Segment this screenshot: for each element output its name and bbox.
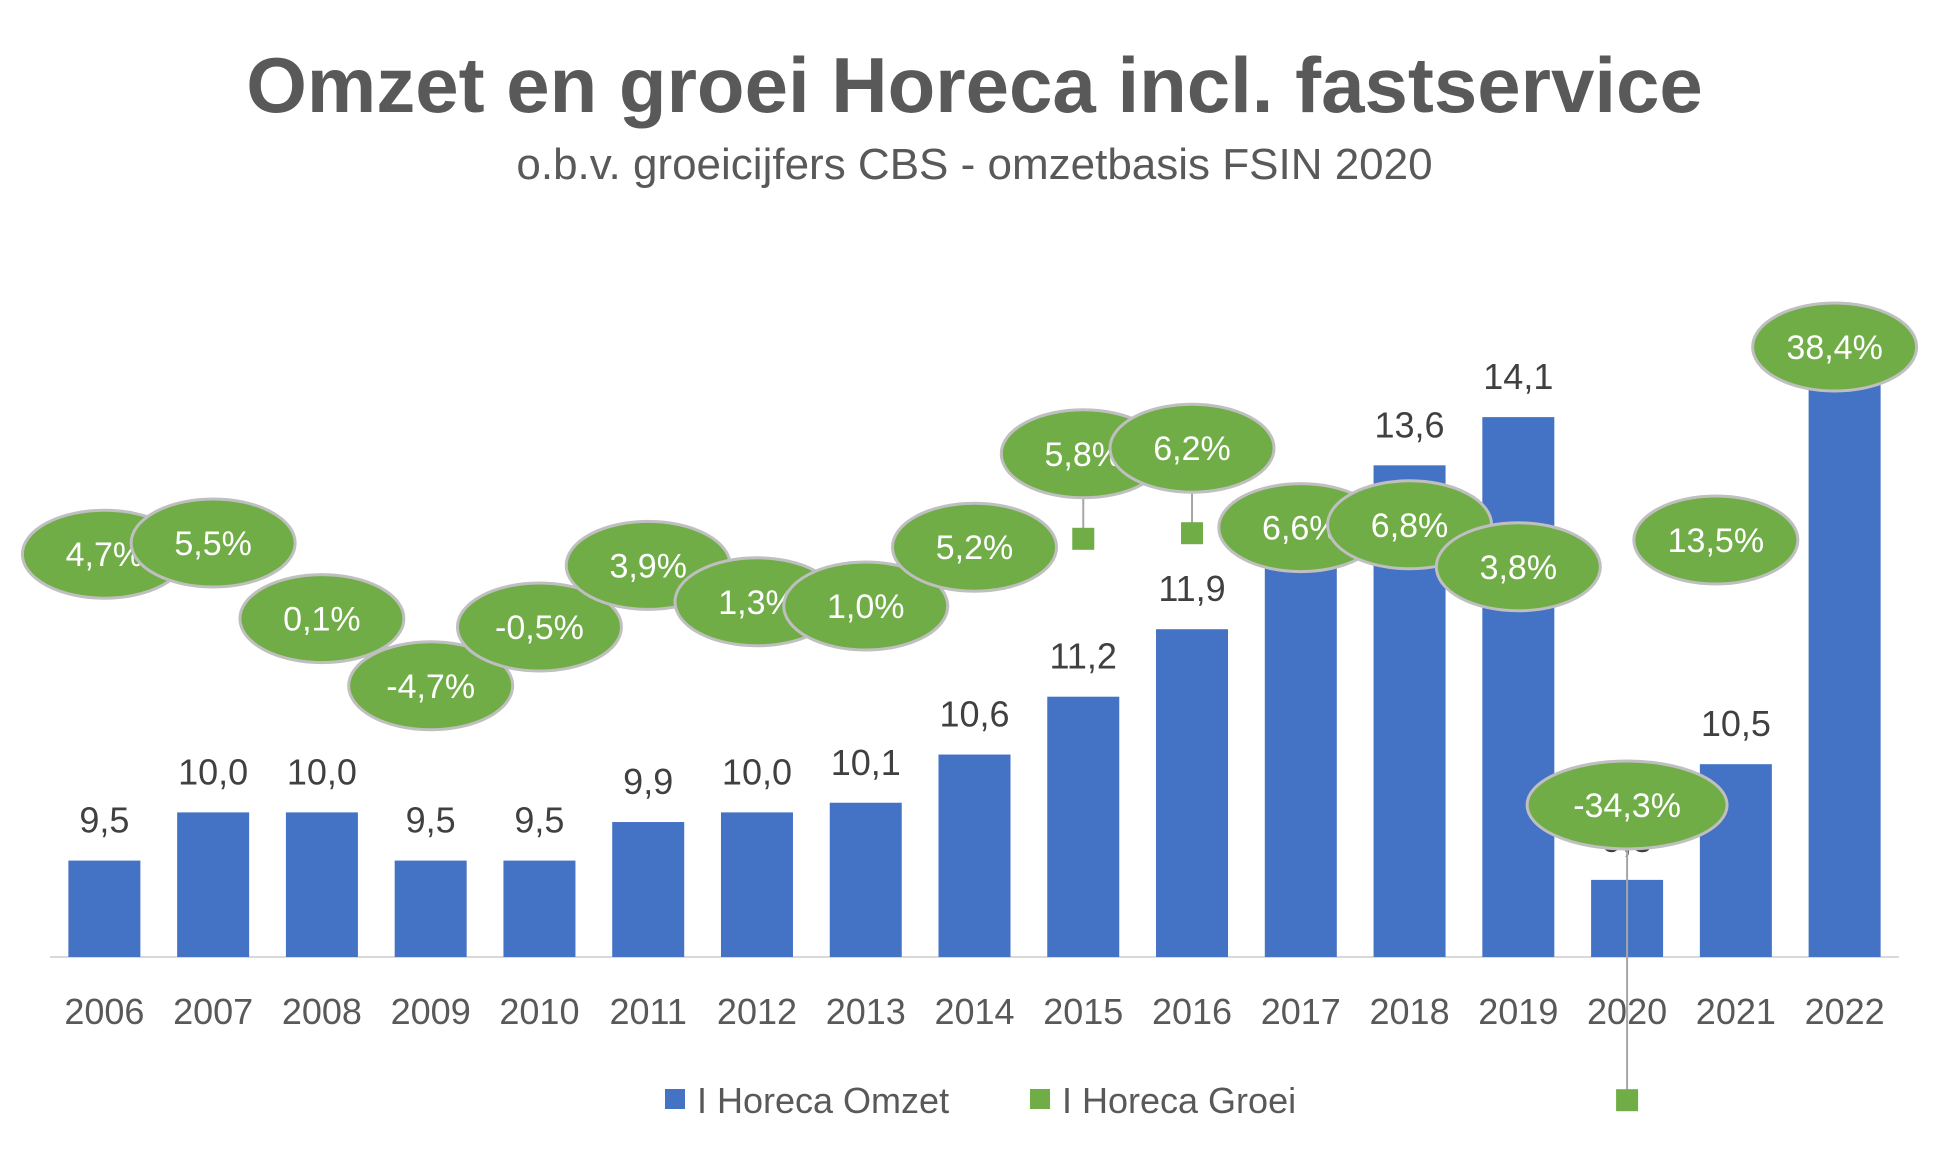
x-tick-2022: 2022: [1805, 991, 1885, 1032]
x-tick-2009: 2009: [391, 991, 471, 1032]
bar-value-label-2014: 10,6: [939, 694, 1009, 735]
bar-2009: [394, 860, 467, 957]
bar-value-label-2012: 10,0: [722, 751, 792, 792]
bar-2015: [1047, 696, 1120, 957]
growth-marker-2020: [1616, 1089, 1639, 1112]
legend-swatch-groei: [1030, 1089, 1050, 1109]
bar-value-label-2021: 10,5: [1701, 703, 1771, 744]
bar-value-label-2007: 10,0: [178, 751, 248, 792]
x-tick-2017: 2017: [1261, 991, 1341, 1032]
x-tick-2007: 2007: [173, 991, 253, 1032]
growth-label-2019: 3,8%: [1480, 549, 1558, 587]
x-tick-2018: 2018: [1370, 991, 1450, 1032]
x-tick-2006: 2006: [64, 991, 144, 1032]
bar-2012: [720, 812, 793, 957]
bar-value-label-2013: 10,1: [831, 742, 901, 783]
growth-label-2008: 0,1%: [283, 601, 361, 639]
x-tick-2013: 2013: [826, 991, 906, 1032]
bar-value-label-2010: 9,5: [514, 800, 564, 841]
x-tick-2008: 2008: [282, 991, 362, 1032]
bar-value-label-2008: 10,0: [287, 751, 357, 792]
growth-bubble-2020: [1525, 759, 1729, 851]
growth-label-2014: 5,2%: [936, 529, 1014, 567]
chart-title: Omzet en groei Horeca incl. fastservice: [246, 41, 1703, 129]
x-tick-2014: 2014: [934, 991, 1014, 1032]
growth-bubble-2016: [1108, 402, 1276, 494]
growth-label-2007: 5,5%: [174, 525, 252, 563]
bar-value-label-2006: 9,5: [79, 800, 129, 841]
growth-bubble-2008: [238, 573, 406, 665]
bar-2013: [829, 802, 902, 957]
x-tick-2012: 2012: [717, 991, 797, 1032]
bar-value-label-2019: 14,1: [1483, 356, 1553, 397]
bar-value-label-2018: 13,6: [1375, 404, 1445, 445]
bar-2008: [285, 812, 358, 957]
bar-2019: [1482, 417, 1555, 957]
growth-label-2011: 3,9%: [609, 547, 687, 585]
bar-2016: [1156, 629, 1229, 957]
x-tick-2015: 2015: [1043, 991, 1123, 1032]
chart-subtitle: o.b.v. groeicijfers CBS - omzetbasis FSI…: [516, 140, 1433, 189]
growth-bubble-2007: [129, 497, 297, 589]
growth-bubble-2022: [1751, 301, 1919, 393]
bar-2010: [503, 860, 576, 957]
bar-value-label-2011: 9,9: [623, 761, 673, 802]
bar-2022: [1808, 368, 1881, 957]
growth-bubble-2010: [455, 581, 623, 673]
bar-value-label-2009: 9,5: [406, 800, 456, 841]
growth-label-2018: 6,8%: [1371, 507, 1449, 545]
legend-label-omzet: I Horeca Omzet: [697, 1080, 949, 1121]
growth-bubble-2009: [347, 640, 515, 732]
x-tick-2016: 2016: [1152, 991, 1232, 1032]
legend-swatch-omzet: [665, 1089, 685, 1109]
x-tick-2011: 2011: [609, 991, 686, 1032]
growth-label-2015: 5,8%: [1045, 436, 1123, 474]
growth-label-2021: 13,5%: [1668, 522, 1764, 560]
bar-2014: [938, 754, 1011, 957]
growth-bubble-2019: [1434, 521, 1602, 613]
growth-label-2016: 6,2%: [1153, 430, 1231, 468]
growth-marker-2015: [1072, 527, 1095, 550]
x-tick-2019: 2019: [1478, 991, 1558, 1032]
growth-marker-2016: [1181, 522, 1204, 545]
bar-value-label-2016: 11,9: [1158, 568, 1225, 609]
bar-2007: [177, 812, 250, 957]
x-tick-2021: 2021: [1696, 991, 1776, 1032]
growth-label-2010: -0,5%: [495, 609, 584, 647]
x-tick-2010: 2010: [499, 991, 579, 1032]
growth-label-2009: -4,7%: [386, 668, 475, 706]
bar-2011: [612, 822, 685, 957]
growth-bubble-2014: [891, 501, 1058, 593]
bar-value-label-2015: 11,2: [1050, 636, 1117, 677]
growth-label-2022: 38,4%: [1786, 329, 1882, 367]
growth-label-2020: -34,3%: [1573, 787, 1681, 825]
bar-2017: [1264, 552, 1337, 957]
legend-label-groei: I Horeca Groei: [1062, 1080, 1296, 1121]
bar-2006: [68, 860, 141, 957]
growth-bubble-2013: [782, 560, 950, 652]
growth-bubble-2021: [1632, 494, 1800, 586]
growth-label-2013: 1,0%: [827, 588, 905, 626]
